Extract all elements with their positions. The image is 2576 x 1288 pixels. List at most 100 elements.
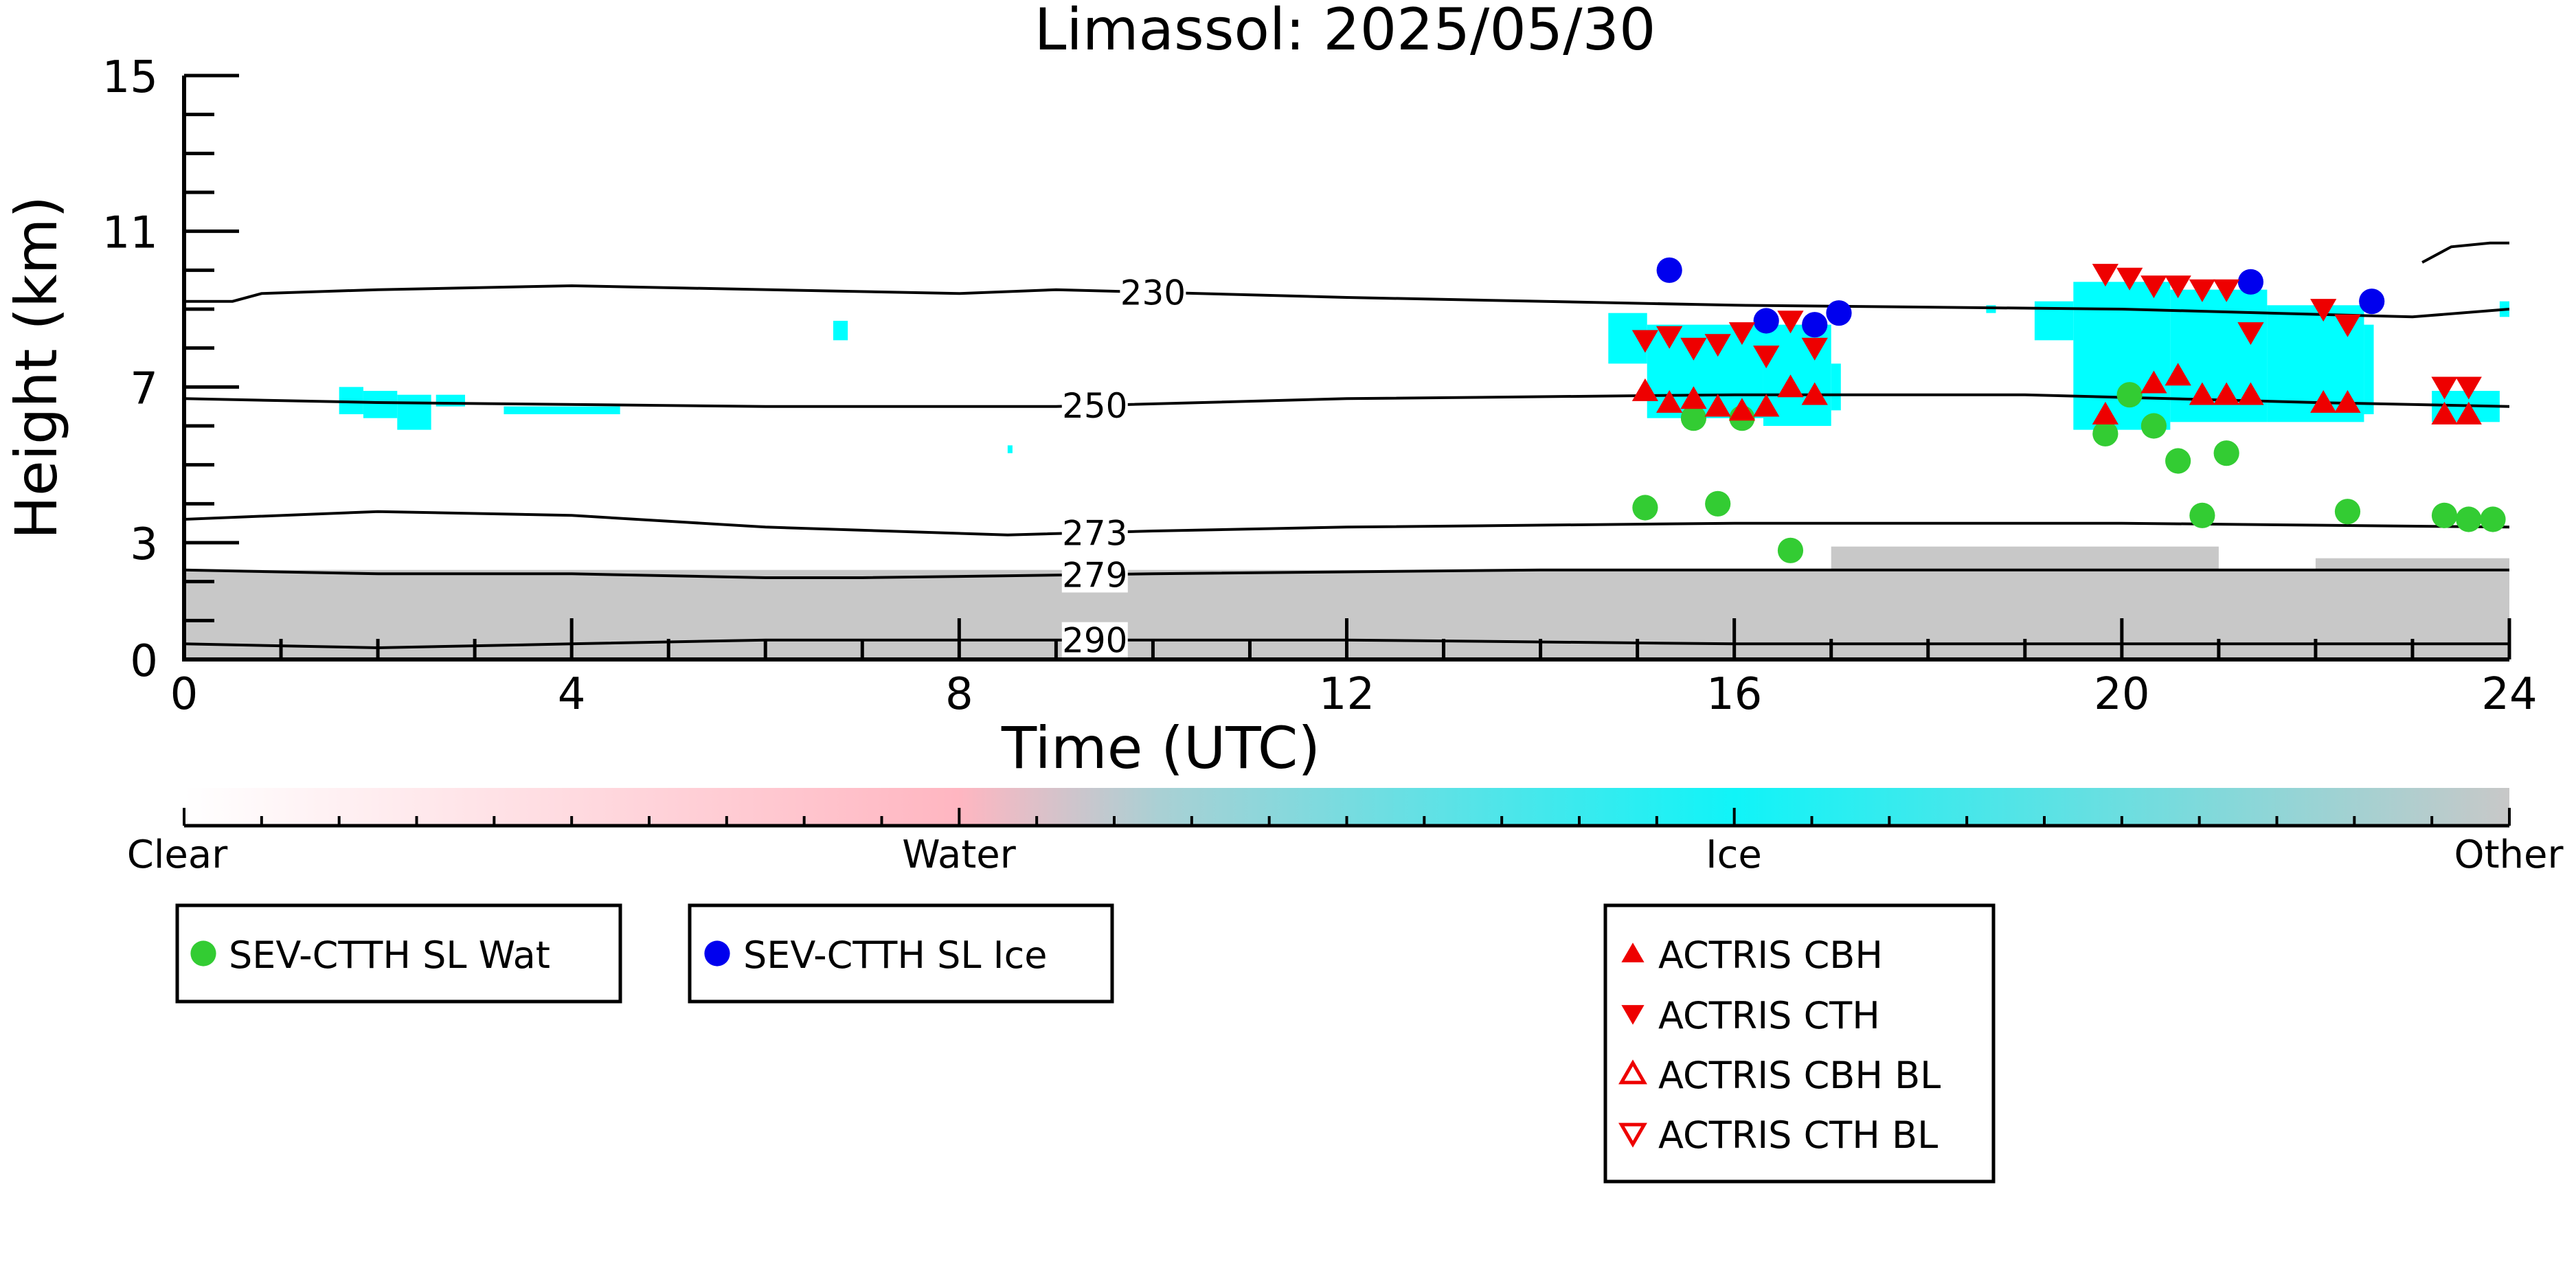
marker-triangle-up [1728,398,1756,421]
marker-circle [2480,506,2506,532]
marker-triangle-up [2455,401,2482,425]
x-ticks: 0 4 8 12 16 20 24 [170,618,2538,720]
legend-symbol [1621,942,1645,962]
ice-region [2073,282,2171,430]
marker-circle [2334,499,2361,525]
x-tick-label: 24 [2481,669,2537,720]
marker-triangle-up [2213,382,2240,405]
marker-triangle-up [2189,382,2215,405]
marker-circle [1705,490,1731,517]
marker-triangle-down [2334,314,2361,337]
marker-triangle-up [1777,374,1804,398]
marker-triangle-up [2092,401,2119,425]
marker-triangle-down [1656,326,1683,349]
marker-circle [2140,413,2167,439]
marker-triangle-down [1777,310,1804,334]
marker-circle [1680,405,1707,431]
marker-triangle-up [1801,382,1828,405]
x-axis-label: Time (UTC) [1001,714,1320,782]
marker-triangle-down [1801,337,1828,361]
marker-triangle-down [2310,299,2337,322]
legend-box [175,903,622,1004]
colorbar-label-other: Other [2454,833,2564,877]
colorbar-label-ice: Ice [1706,833,1762,877]
legend-marker-actris-cbh-bl [1618,1059,1647,1085]
marker-triangle-down [2431,376,2458,400]
legend-label-sev-ice: SEV-CTTH SL Ice [743,934,1048,977]
marker-circle [1802,312,1828,338]
legend-sev-ice: SEV-CTTH SL Ice [688,903,1114,1004]
marker-triangle-down [2455,376,2482,400]
y-ticks: 0 3 7 11 15 [102,52,239,687]
isotherm-label-279: 279 [1062,555,1127,595]
legend-marker-actris-cbh [1621,942,1645,962]
x-tick-label: 8 [945,669,973,720]
marker-circle [2165,448,2191,474]
marker-triangle-up [2165,363,2191,386]
isotherm-line-230 [184,284,2509,319]
marker-circle [2116,382,2143,408]
marker-circle [2237,269,2264,295]
legend-label-actris-cbh: ACTRIS CBH [1658,934,1883,977]
marker-triangle-down [2092,264,2119,287]
ice-region [504,406,620,414]
marker-triangle-up [2431,401,2458,425]
ice-cloud-mask [339,282,2509,453]
legend-label-actris-cth: ACTRIS CTH [1658,994,1880,1037]
colorbar: Clear Water Ice Other [127,788,2564,877]
marker-circle [1777,537,1804,563]
marker-triangle-down [2213,279,2240,302]
legend-symbol [1621,1005,1645,1025]
ice-region [363,391,398,418]
isotherm-label-bg [1120,274,1186,310]
plot-area [184,241,2509,659]
ice-region [1007,445,1013,453]
marker-triangle-down [1631,330,1658,353]
marker-triangle-down [2189,279,2215,302]
legend-symbol [1618,1059,1647,1085]
marker-triangle-up [1680,386,1707,409]
isotherm-label-290: 290 [1062,621,1127,661]
ice-region [1831,363,1841,411]
legend-label-sev-wat: SEV-CTTH SL Wat [229,934,550,977]
marker-triangle-down [2237,322,2264,346]
isotherm-label-bg [1061,387,1128,424]
legend-symbol [704,940,730,967]
marker-circle [2456,506,2482,532]
marker-triangle-up [2237,382,2264,405]
marker-circle [2213,440,2239,466]
x-tick-label: 12 [1319,669,1375,720]
marker-circle [2092,420,2119,447]
marker-circle [1753,308,1779,334]
legend-box [688,903,1114,1004]
marker-triangle-down [1728,322,1756,346]
isotherm-label-250: 250 [1062,386,1127,426]
marker-triangle-up [1631,378,1658,401]
marker-triangle-down [2165,275,2191,299]
y-tick-label: 3 [130,519,158,570]
legend-sev-wat: SEV-CTTH SL Wat [175,903,622,1004]
isotherm-line-273 [184,510,2509,536]
legend-label-actris-cbh-bl: ACTRIS CBH BL [1658,1054,1941,1097]
marker-triangle-up [1656,389,1683,413]
legend-marker-actris-cth-bl [1618,1122,1647,1148]
other-region [1831,546,2219,570]
ice-region [2364,324,2374,414]
x-tick-label: 20 [2094,669,2149,720]
y-tick-label: 11 [102,208,158,259]
legend-marker-sev-ice [704,940,730,967]
y-tick-label: 0 [130,636,158,687]
isotherm-label-bg [1061,622,1128,658]
marker-circle [1826,300,1852,326]
chart-title: Limassol: 2025/05/30 [1035,0,1656,63]
ice-region [397,394,431,430]
other-region [2315,558,2509,570]
y-axis-label: Height (km) [3,196,70,539]
ice-region [833,321,848,341]
marker-triangle-down [1680,337,1707,361]
y-tick-label: 7 [130,363,158,414]
marker-triangle-down [1704,334,1731,357]
legend-actris: ACTRIS CBH ACTRIS CTH ACTRIS CBH BL ACTR… [1603,903,1996,1184]
